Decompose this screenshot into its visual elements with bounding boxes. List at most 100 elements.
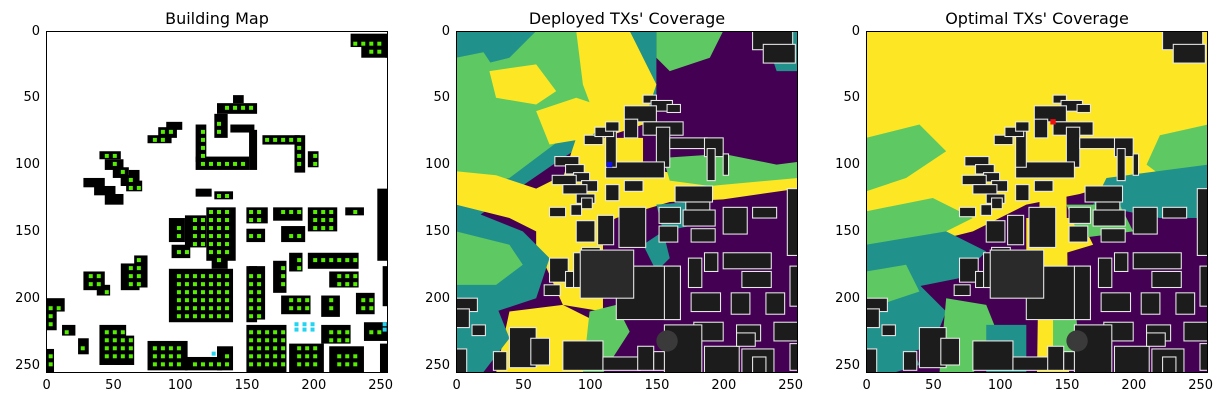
- building-footprint: [1132, 153, 1140, 176]
- candidate-marker: [225, 250, 230, 255]
- building-footprint: [543, 284, 561, 297]
- candidate-marker: [120, 346, 125, 351]
- building-footprint: [752, 356, 767, 373]
- building-block: [96, 284, 111, 296]
- candidate-marker: [329, 338, 334, 343]
- candidate-marker: [225, 314, 230, 319]
- candidate-marker: [160, 129, 165, 134]
- panel-2-ytick: 150: [425, 224, 450, 240]
- candidate-marker: [176, 234, 181, 239]
- building-footprint: [1015, 184, 1030, 202]
- candidate-marker: [192, 226, 197, 231]
- building-block: [184, 215, 207, 248]
- candidate-marker: [241, 161, 246, 166]
- building-block: [195, 156, 250, 170]
- building-footprint: [752, 206, 778, 219]
- building-block: [363, 322, 388, 341]
- highlight-marker: [302, 322, 307, 327]
- candidate-marker: [353, 362, 358, 367]
- candidate-marker: [112, 330, 117, 335]
- candidate-marker: [329, 258, 334, 263]
- candidate-marker: [257, 306, 262, 311]
- candidate-marker: [217, 250, 222, 255]
- candidate-marker: [48, 306, 53, 311]
- candidate-marker: [128, 274, 133, 279]
- candidate-marker: [176, 282, 181, 287]
- panel-1-xtick: 100: [167, 378, 193, 393]
- candidate-marker: [257, 282, 262, 287]
- candidate-marker: [104, 346, 109, 351]
- candidate-marker: [297, 362, 302, 367]
- building-block: [195, 188, 212, 197]
- candidate-marker: [208, 362, 213, 367]
- candidate-marker: [176, 226, 181, 231]
- building-footprint: [1068, 225, 1089, 243]
- candidate-marker: [176, 362, 181, 367]
- candidate-marker: [48, 354, 53, 359]
- panel-2-xtick: 0: [452, 378, 461, 393]
- candidate-marker: [281, 362, 286, 367]
- candidate-marker: [208, 210, 213, 215]
- building-footprint: [663, 265, 681, 321]
- building-block: [246, 228, 266, 243]
- candidate-marker: [265, 362, 270, 367]
- panel-2-ytick: 0: [441, 23, 450, 39]
- building-footprint: [1175, 292, 1196, 315]
- candidate-marker: [225, 210, 230, 215]
- candidate-marker: [48, 362, 53, 367]
- candidate-marker: [257, 362, 262, 367]
- candidate-marker: [192, 234, 197, 239]
- building-footprint: [682, 209, 716, 227]
- candidate-marker: [313, 258, 318, 263]
- candidate-marker: [225, 274, 230, 279]
- candidate-marker: [168, 354, 173, 359]
- candidate-marker: [345, 354, 350, 359]
- candidate-marker: [273, 354, 278, 359]
- candidate-marker: [257, 314, 262, 319]
- candidate-marker: [217, 282, 222, 287]
- candidate-marker: [200, 234, 205, 239]
- candidate-marker: [321, 210, 326, 215]
- coverage-high-region: [866, 31, 1208, 259]
- candidate-marker: [128, 346, 133, 351]
- candidate-marker: [184, 274, 189, 279]
- building-footprint: [471, 324, 486, 337]
- candidate-marker: [257, 346, 262, 351]
- candidate-marker: [329, 306, 334, 311]
- building-footprint: [1033, 118, 1049, 139]
- candidate-marker: [353, 282, 358, 287]
- building-footprint: [605, 184, 620, 202]
- building-footprint: [972, 184, 998, 195]
- candidate-marker: [273, 137, 278, 142]
- candidate-marker: [217, 161, 222, 166]
- candidate-marker: [184, 314, 189, 319]
- highlight-marker: [302, 327, 307, 332]
- candidate-marker: [305, 346, 310, 351]
- candidate-marker: [192, 314, 197, 319]
- building-footprint: [1052, 94, 1067, 104]
- building-footprint: [581, 197, 593, 210]
- candidate-marker: [112, 153, 117, 158]
- candidate-marker: [208, 306, 213, 311]
- candidate-marker: [176, 306, 181, 311]
- candidate-marker: [313, 226, 318, 231]
- panel-2-ytick: 100: [425, 157, 450, 173]
- candidate-marker: [329, 226, 334, 231]
- candidate-marker: [208, 298, 213, 303]
- building-footprint: [658, 225, 679, 243]
- building-footprint: [1196, 188, 1208, 256]
- candidate-marker: [192, 282, 197, 287]
- candidate-marker: [273, 338, 278, 343]
- candidate-marker: [80, 346, 85, 351]
- building-footprint: [1066, 330, 1088, 352]
- candidate-marker: [257, 218, 262, 223]
- building-block: [134, 255, 148, 288]
- candidate-marker: [249, 314, 254, 319]
- candidate-marker: [128, 354, 133, 359]
- building-footprint: [690, 228, 716, 243]
- candidate-marker: [233, 105, 238, 110]
- candidate-marker: [313, 153, 318, 158]
- building-block: [355, 292, 375, 315]
- candidate-marker: [249, 354, 254, 359]
- candidate-marker: [225, 234, 230, 239]
